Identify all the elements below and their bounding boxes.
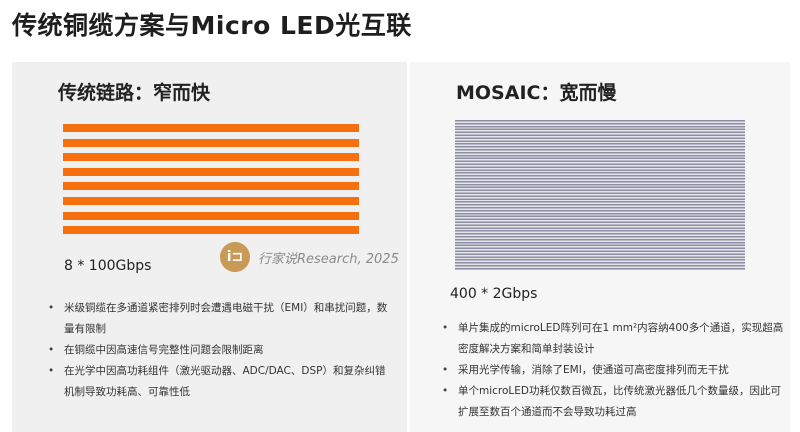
traditional-link-panel: 传统链路：窄而快 8 * 100Gbps 米级铜缆在多通道紧密排列时会遭遇电磁干… [12,62,407,432]
copper-lane-bar [63,226,359,235]
copper-lane-bar [63,138,359,147]
bullet: 采用光学传输，消除了EMI，使通道可高密度排列而无干扰 [440,360,785,381]
copper-lanes-graphic [63,124,359,241]
bullet: 米级铜缆在多通道紧密排列时会遭遇电磁干扰（EMI）和串扰问题，数量有限制 [46,298,391,340]
copper-lane-bar [63,124,359,132]
traditional-rate: 8 * 100Gbps [64,258,152,274]
microled-lanes-graphic [455,120,745,270]
mosaic-heading: MOSAIC：宽而慢 [456,82,617,104]
copper-lane-bar [63,182,359,191]
traditional-bullets: 米级铜缆在多通道紧密排列时会遭遇电磁干扰（EMI）和串扰问题，数量有限制 在铜缆… [46,298,391,403]
mosaic-rate: 400 * 2Gbps [450,286,538,302]
bullet: 单片集成的microLED阵列可在1 mm²内容纳400多个通道，实现超高密度解… [440,318,785,360]
bullet: 单个microLED功耗仅数百微瓦，比传统激光器低几个数量级，因此可扩展至数百个… [440,381,785,423]
copper-lane-bar [63,167,359,176]
watermark: i⊐ 行家说Research, 2025 [220,242,399,272]
traditional-heading: 传统链路：窄而快 [58,82,211,104]
copper-lane-bar [63,153,359,162]
bullet: 在铜缆中因高速信号完整性问题会限制距离 [46,340,391,361]
mosaic-bullets: 单片集成的microLED阵列可在1 mm²内容纳400多个通道，实现超高密度解… [440,318,785,423]
watermark-logo-icon: i⊐ [220,242,250,272]
copper-lane-bar [63,196,359,205]
mosaic-panel: MOSAIC：宽而慢 400 * 2Gbps 单片集成的microLED阵列可在… [410,62,790,432]
bullet: 在光学中因高功耗组件（激光驱动器、ADC/DAC、DSP）和复杂纠错机制导致功耗… [46,361,391,403]
slide-title: 传统铜缆方案与Micro LED光互联 [12,11,412,40]
copper-lane-bar [63,211,359,220]
watermark-text: 行家说Research, 2025 [258,251,399,267]
